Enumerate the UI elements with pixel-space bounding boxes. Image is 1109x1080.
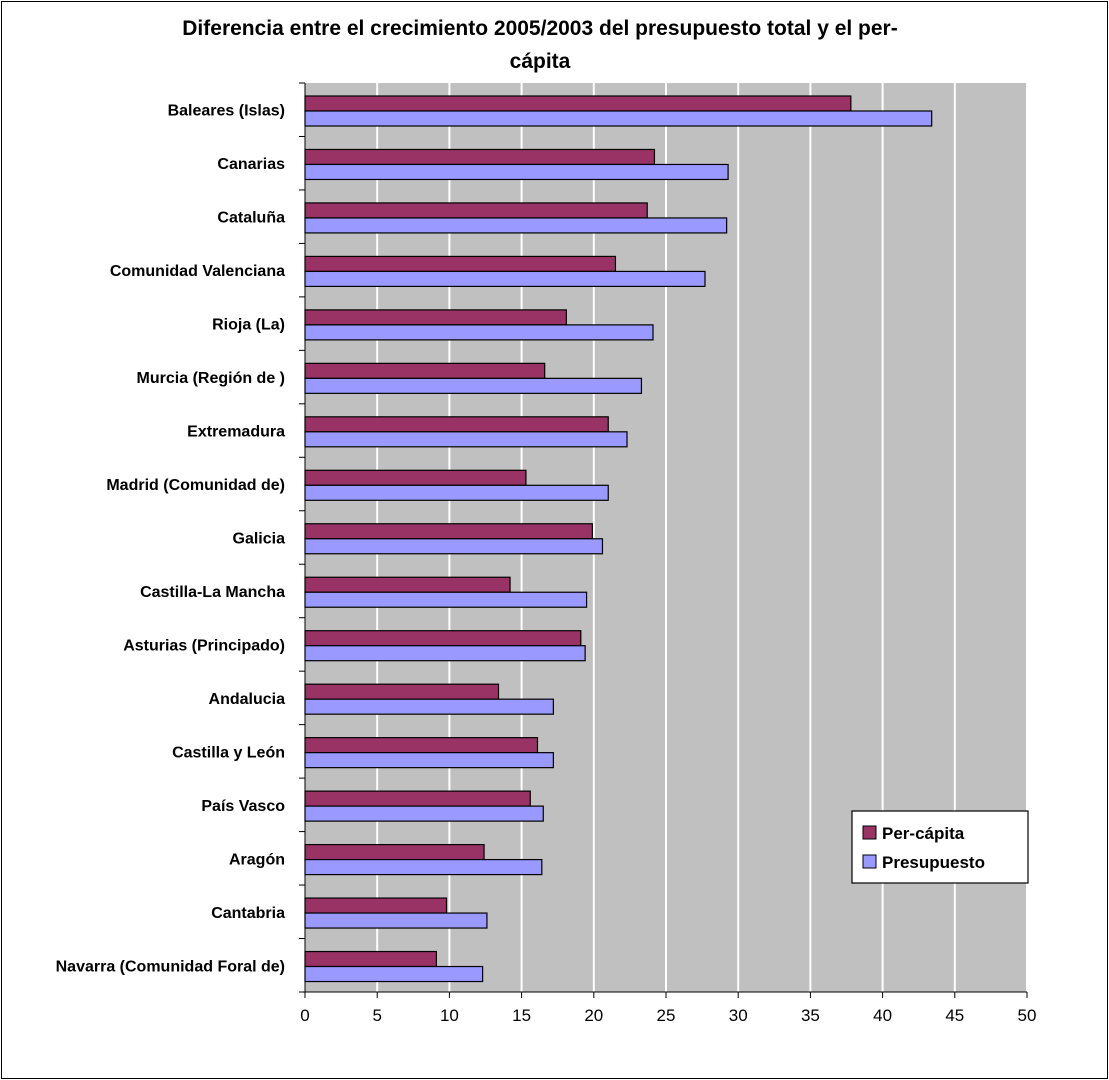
bar-per-capita bbox=[304, 148, 656, 166]
bar-presupuesto bbox=[304, 431, 628, 448]
bar-presupuesto bbox=[304, 538, 604, 555]
x-tick-label: 45 bbox=[945, 1006, 964, 1025]
bar-presupuesto bbox=[304, 484, 609, 501]
category-label: Aragón bbox=[229, 851, 285, 868]
x-tick-label: 30 bbox=[729, 1006, 748, 1025]
category-labels: Baleares (Islas) Canarias Cataluña Comunida… bbox=[56, 103, 286, 976]
legend-box bbox=[851, 810, 1029, 884]
category-label: Asturias (Principado) bbox=[123, 637, 285, 654]
x-tick-label: 20 bbox=[584, 1006, 603, 1025]
legend: Per-cápita Presupuesto bbox=[851, 810, 1029, 884]
bar-presupuesto bbox=[304, 752, 554, 769]
bar-per-capita bbox=[304, 737, 539, 754]
chart-title-line-1: Diferencia entre el crecimiento 2005/200… bbox=[182, 17, 897, 40]
bar-presupuesto bbox=[304, 270, 706, 288]
bar-per-capita bbox=[304, 950, 438, 968]
category-label: Navarra (Comunidad Foral de) bbox=[56, 958, 285, 975]
bar-per-capita bbox=[304, 309, 567, 326]
bar-presupuesto bbox=[304, 965, 484, 983]
category-label: Galicia bbox=[233, 531, 286, 548]
x-tick-label: 35 bbox=[801, 1006, 820, 1025]
bar-presupuesto bbox=[304, 591, 588, 608]
bar-per-capita bbox=[304, 95, 852, 112]
category-label: Extremadura bbox=[187, 424, 285, 441]
x-tick-label: 25 bbox=[657, 1006, 676, 1025]
bar-presupuesto bbox=[304, 110, 933, 127]
bar-per-capita bbox=[304, 630, 582, 647]
x-tick-label: 5 bbox=[372, 1006, 381, 1025]
category-label: Madrid (Comunidad de) bbox=[106, 477, 285, 494]
category-label: Rioja (La) bbox=[212, 317, 285, 334]
x-tick-label: 40 bbox=[873, 1006, 892, 1025]
bar-presupuesto bbox=[304, 698, 554, 715]
x-tick-label: 10 bbox=[440, 1006, 459, 1025]
chart-title: Diferencia entre el crecimiento 2005/200… bbox=[182, 17, 897, 73]
bar-per-capita bbox=[304, 843, 485, 861]
category-label: País Vasco bbox=[201, 798, 285, 815]
bar-per-capita bbox=[304, 576, 511, 593]
x-tick-labels: 0 5 10 15 20 25 30 35 40 45 50 bbox=[300, 1006, 1036, 1025]
category-label: Castilla y León bbox=[172, 744, 285, 761]
x-tick-label: 0 bbox=[300, 1006, 309, 1025]
chart-title-line-2: cápita bbox=[510, 50, 571, 73]
category-label: Castilla-La Mancha bbox=[140, 584, 285, 601]
bar-per-capita bbox=[304, 469, 527, 486]
legend-swatch bbox=[862, 854, 877, 869]
bar-per-capita bbox=[304, 790, 531, 807]
legend-label: Per-cápita bbox=[882, 824, 965, 843]
category-label: Comunidad Valenciana bbox=[110, 263, 285, 280]
bar-per-capita bbox=[304, 416, 609, 433]
bar-presupuesto bbox=[304, 805, 544, 822]
bar-presupuesto bbox=[304, 217, 728, 234]
bar-per-capita bbox=[304, 523, 593, 540]
category-label: Andalucia bbox=[209, 691, 286, 708]
legend-swatch bbox=[862, 825, 877, 840]
bar-per-capita bbox=[304, 683, 500, 700]
bar-presupuesto bbox=[304, 163, 729, 181]
category-label: Murcia (Región de ) bbox=[137, 370, 285, 387]
bar-presupuesto bbox=[304, 912, 488, 929]
bar-presupuesto bbox=[304, 324, 654, 341]
bars bbox=[304, 95, 933, 983]
bar-presupuesto bbox=[304, 645, 586, 662]
category-label: Cantabria bbox=[211, 905, 285, 922]
category-label: Baleares (Islas) bbox=[168, 103, 285, 120]
category-label: Canarias bbox=[217, 156, 285, 173]
category-label: Cataluña bbox=[217, 210, 285, 227]
bar-per-capita bbox=[304, 362, 546, 379]
bar-presupuesto bbox=[304, 858, 543, 876]
bar-presupuesto bbox=[304, 377, 643, 394]
bar-per-capita bbox=[304, 897, 448, 914]
bar-per-capita bbox=[304, 255, 617, 273]
legend-label: Presupuesto bbox=[882, 853, 985, 872]
x-tick-label: 50 bbox=[1018, 1006, 1037, 1025]
x-tick-label: 15 bbox=[512, 1006, 531, 1025]
bar-per-capita bbox=[304, 202, 648, 219]
